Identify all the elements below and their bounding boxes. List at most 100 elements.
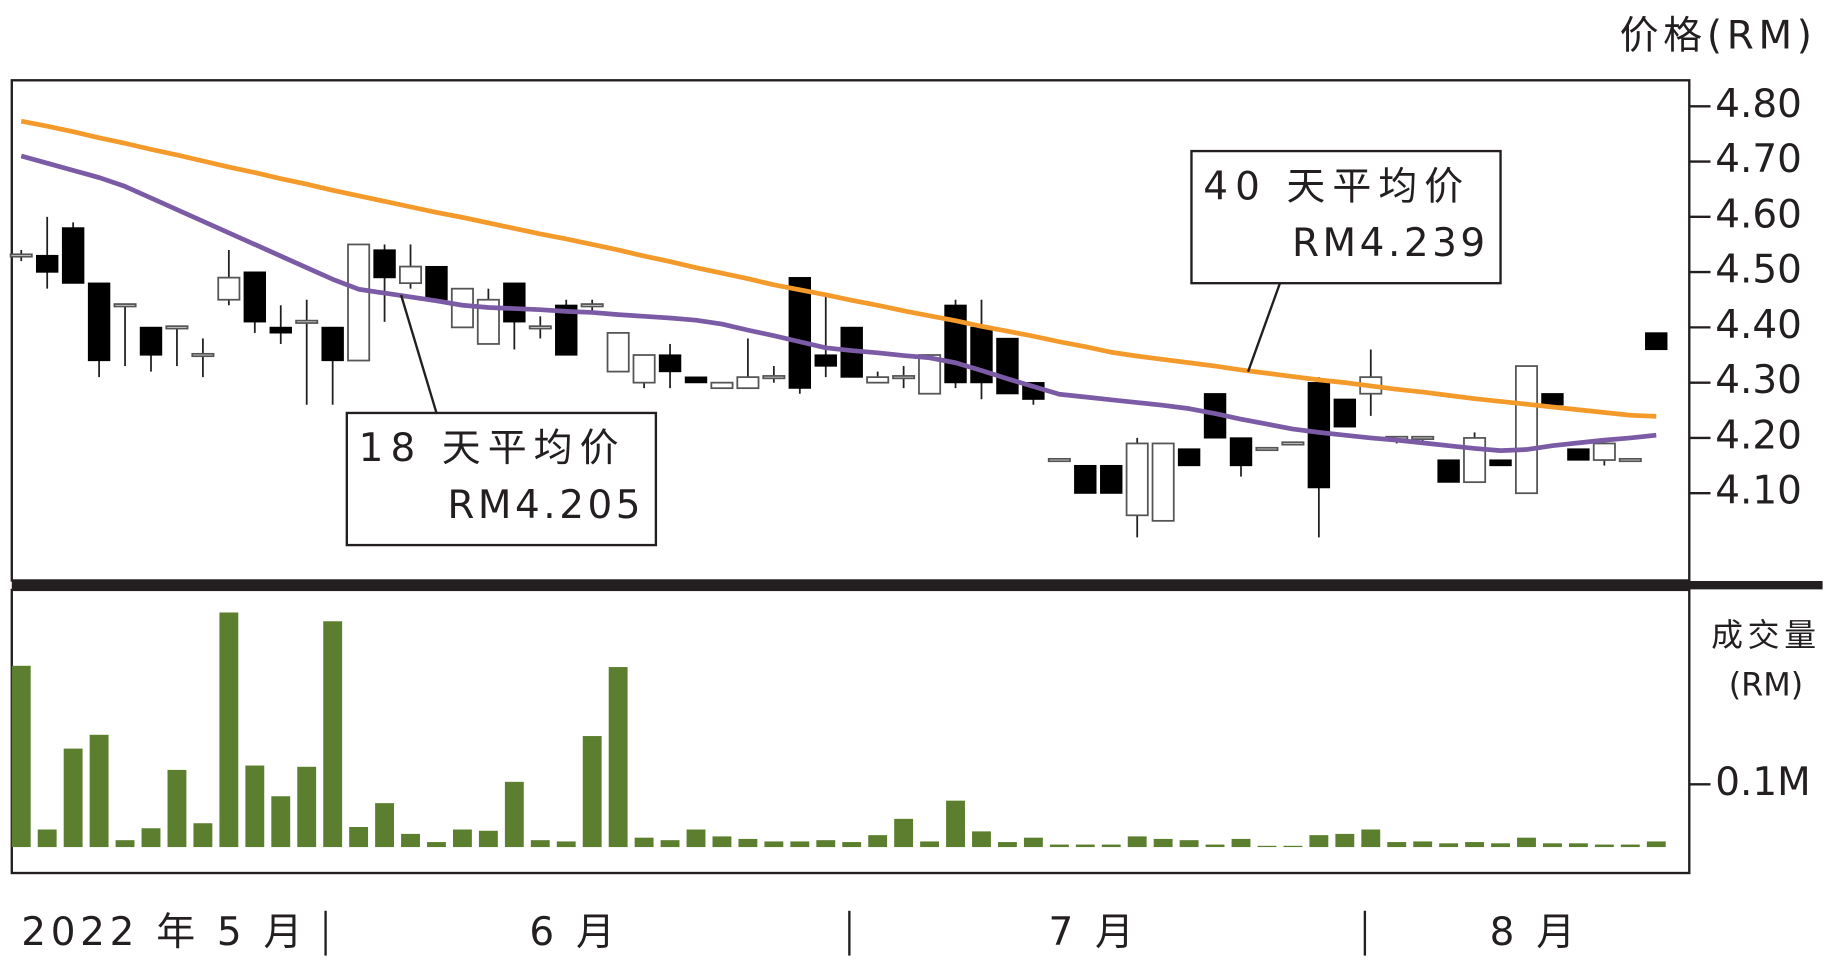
volume-bar	[608, 667, 628, 848]
volume-bar	[1179, 840, 1199, 848]
candle-body	[1125, 442, 1149, 517]
volume-bar	[1205, 844, 1225, 848]
candle-body	[476, 298, 500, 345]
candle-body	[61, 227, 85, 284]
volume-bar	[1465, 842, 1485, 848]
candle-body	[1645, 332, 1668, 351]
candle-body	[684, 376, 708, 384]
candle-body	[503, 282, 526, 323]
volume-bar	[530, 840, 550, 848]
volume-bar	[1153, 838, 1173, 848]
candle-body	[191, 352, 215, 358]
annotation-40: 40 天平均价 RM4.239	[1190, 149, 1502, 373]
y-tick-label: 4.50	[1715, 248, 1802, 293]
y-tick-label: 4.20	[1715, 413, 1802, 458]
marks: 4.80 4.70 4.60 4.50 4.40 4.30 4.20 4.10 0.1M	[9, 82, 1811, 848]
annotation-value: RM4.205	[447, 483, 644, 528]
leader-line	[1246, 282, 1282, 373]
volume-bar	[1127, 836, 1147, 848]
candle-body	[1281, 441, 1305, 446]
candle-body	[1333, 398, 1357, 428]
volume-bar	[920, 841, 940, 848]
y-axis-label: 成交量	[1711, 616, 1821, 654]
y-tick-label: 4.80	[1715, 82, 1802, 127]
volume-bar	[1620, 844, 1640, 848]
volume-bar	[504, 781, 524, 848]
candle-body	[425, 265, 448, 301]
volume-bar	[167, 769, 187, 848]
candle-body	[1437, 459, 1460, 483]
candle-body	[762, 375, 786, 380]
candle-body	[1489, 459, 1512, 467]
volume-bar	[868, 835, 888, 848]
candle-body	[788, 277, 812, 389]
candle-body	[528, 325, 552, 330]
candle-body	[580, 303, 604, 308]
x-label: 2022 年 5 月	[21, 910, 307, 955]
volume-bar	[582, 736, 602, 848]
volume-bar	[1543, 843, 1562, 848]
moving-average-line	[20, 118, 1657, 419]
candle-body	[710, 381, 734, 390]
volume-bar	[63, 748, 83, 848]
volume-bar	[427, 842, 446, 848]
candle-body	[1592, 442, 1616, 461]
candle-body	[944, 304, 967, 384]
volume-bar	[946, 800, 965, 848]
candle-body	[1541, 393, 1564, 406]
annotation-box	[345, 411, 658, 547]
volume-bar	[219, 612, 239, 848]
candle-body	[814, 354, 837, 367]
candle-body	[632, 354, 656, 384]
volume-bar	[1517, 837, 1536, 848]
candle-body	[139, 326, 163, 356]
volume-bar	[89, 734, 109, 848]
volume-bar	[271, 796, 291, 848]
candle-body	[1411, 435, 1435, 440]
volume-bar	[1594, 844, 1614, 848]
annotation-box	[1190, 149, 1502, 285]
volume-bar	[375, 803, 395, 848]
candle-body	[295, 319, 319, 324]
candle-body	[918, 354, 942, 395]
volume-bar	[1309, 835, 1329, 848]
candle-body	[165, 325, 189, 330]
month-separators	[324, 910, 1367, 956]
volume-bar	[1491, 843, 1510, 848]
volume-bar	[478, 830, 498, 848]
volume-bar	[894, 818, 914, 848]
volume-bar	[738, 838, 758, 848]
candle-body	[87, 282, 111, 362]
volume-bar	[1101, 844, 1121, 848]
volume-bar	[1413, 841, 1433, 848]
annotation-18: 18 天平均价 RM4.205	[345, 294, 658, 547]
volume-bar	[686, 829, 706, 848]
volume-bar	[712, 836, 732, 848]
volume-bar	[634, 837, 654, 848]
candle-body	[269, 326, 292, 334]
candle-body	[1618, 457, 1642, 463]
candle-body	[1100, 464, 1123, 494]
candle-body	[321, 326, 344, 362]
volume-bar	[349, 826, 369, 848]
candle-body	[736, 376, 760, 390]
candle-body	[217, 276, 241, 301]
candle-body	[113, 303, 137, 308]
candle-body	[1567, 448, 1590, 461]
volume-bar	[1646, 841, 1666, 848]
y-axis-label: (RM)	[1729, 666, 1803, 704]
volume-bar	[297, 766, 317, 848]
volume-bar	[1439, 843, 1459, 848]
y-tick-label: 4.70	[1715, 137, 1802, 182]
y-tick-label: 4.40	[1715, 303, 1802, 348]
candle-body	[35, 254, 59, 273]
candle-body	[866, 376, 890, 384]
candle-body	[658, 354, 682, 373]
volume-bar	[764, 841, 784, 848]
volume-bar	[842, 842, 862, 848]
candle-body	[1074, 464, 1097, 494]
volume-bar	[401, 833, 420, 848]
candle-body	[1463, 437, 1487, 484]
